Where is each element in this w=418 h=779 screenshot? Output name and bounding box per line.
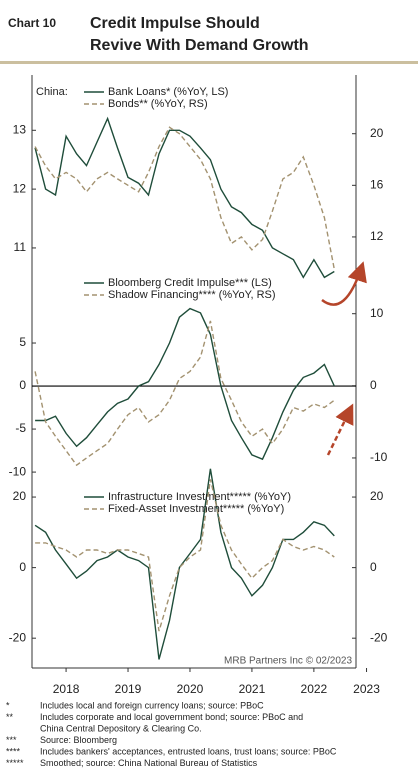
x-tick-label: 2018 bbox=[53, 682, 80, 696]
series-line bbox=[34, 116, 335, 279]
y-tick-label: 5 bbox=[19, 335, 26, 349]
series-line bbox=[34, 468, 335, 660]
series-line bbox=[35, 307, 335, 461]
annotation-arrow bbox=[321, 261, 367, 306]
footnote-mark: *** bbox=[6, 735, 17, 745]
y-tick-label: 0 bbox=[19, 378, 26, 392]
legend-label: Fixed-Asset Investment***** (%YoY) bbox=[108, 503, 284, 515]
header-rule bbox=[0, 61, 418, 64]
y2-tick-label: 0 bbox=[370, 378, 377, 392]
x-tick-label: 2021 bbox=[239, 682, 266, 696]
footnote-text: Smoothed; source: China National Bureau … bbox=[40, 758, 258, 768]
series-line bbox=[34, 126, 335, 270]
y2-tick-label: -20 bbox=[370, 630, 388, 644]
annotation-arrow bbox=[326, 403, 354, 456]
footnote-mark: ** bbox=[6, 712, 14, 722]
y2-tick-label: 20 bbox=[370, 489, 384, 503]
y2-tick-label: 12 bbox=[370, 229, 384, 243]
x-tick-label: 2022 bbox=[301, 682, 328, 696]
y-tick-label: 20 bbox=[13, 489, 27, 503]
y2-tick-label: 10 bbox=[370, 306, 384, 320]
legend-label: Bloomberg Credit Impulse*** (LS) bbox=[108, 277, 272, 289]
y-tick-label: 13 bbox=[13, 122, 27, 136]
footnote-text: Source: Bloomberg bbox=[40, 735, 117, 745]
x-tick-label: 2020 bbox=[177, 682, 204, 696]
chart-title: Revive With Demand Growth bbox=[90, 37, 309, 54]
y2-tick-label: 20 bbox=[370, 126, 384, 140]
footnote-text: China Central Depository & Clearing Co. bbox=[40, 723, 202, 733]
footnote-text: Includes local and foreign currency loan… bbox=[40, 700, 264, 710]
y-tick-label: -5 bbox=[15, 421, 26, 435]
footnote-mark: * bbox=[6, 700, 10, 710]
footnote-mark: **** bbox=[6, 746, 21, 756]
y-tick-label: 0 bbox=[19, 560, 26, 574]
legend-label: Bank Loans* (%YoY, LS) bbox=[108, 86, 228, 98]
y-tick-label: -10 bbox=[9, 464, 27, 478]
footnote-mark: ***** bbox=[6, 758, 24, 768]
legend-label: Shadow Financing**** (%YoY, RS) bbox=[108, 289, 276, 301]
footnote-text: Includes corporate and local government … bbox=[40, 712, 303, 722]
y-tick-label: 12 bbox=[13, 181, 27, 195]
legend-label: Bonds** (%YoY, RS) bbox=[108, 98, 208, 110]
chart-title: Credit Impulse Should bbox=[90, 15, 260, 32]
legend-label: Infrastructure Investment***** (%YoY) bbox=[108, 491, 291, 503]
x-tick-label: 2023 bbox=[353, 682, 380, 696]
y-tick-label: -20 bbox=[9, 630, 27, 644]
y2-tick-label: 16 bbox=[370, 177, 384, 191]
series-line bbox=[35, 479, 335, 632]
y2-tick-label: -10 bbox=[370, 450, 388, 464]
legend-title: China: bbox=[36, 86, 68, 98]
footnote-text: Includes bankers' acceptances, entrusted… bbox=[40, 746, 337, 756]
chart-label: Chart 10 bbox=[8, 16, 56, 30]
series-line bbox=[34, 320, 335, 467]
y-tick-label: 11 bbox=[14, 240, 27, 254]
y2-tick-label: 0 bbox=[370, 560, 377, 574]
x-tick-label: 2019 bbox=[115, 682, 142, 696]
source-note: MRB Partners Inc © 02/2023 bbox=[224, 656, 352, 667]
